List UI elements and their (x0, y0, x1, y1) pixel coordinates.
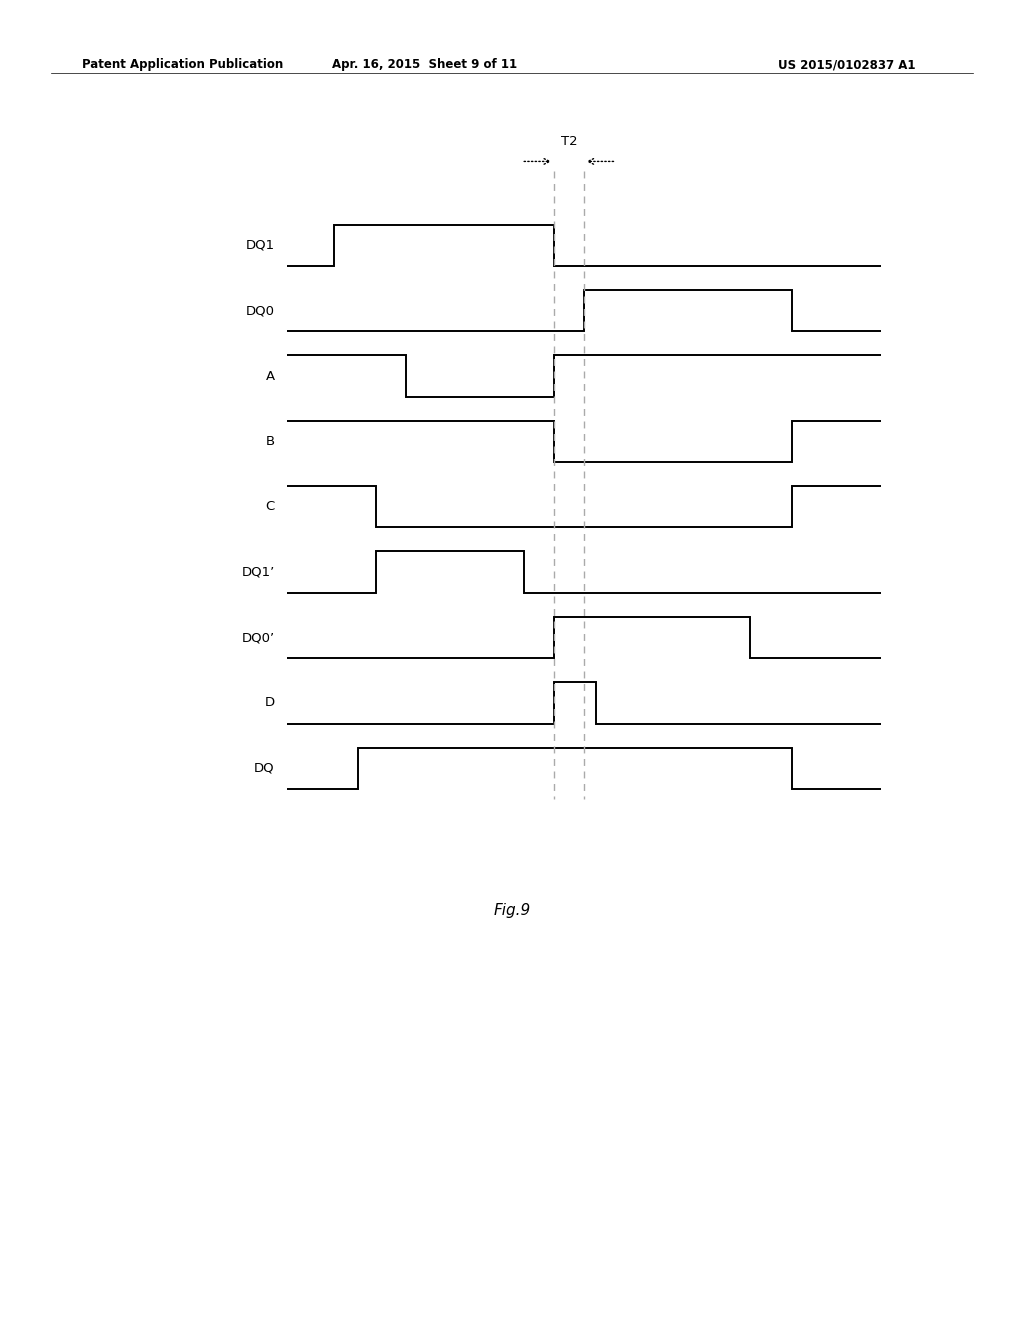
Text: Apr. 16, 2015  Sheet 9 of 11: Apr. 16, 2015 Sheet 9 of 11 (333, 58, 517, 71)
Text: A: A (265, 370, 274, 383)
Text: T2: T2 (560, 136, 578, 148)
Text: Fig.9: Fig.9 (494, 903, 530, 919)
Text: US 2015/0102837 A1: US 2015/0102837 A1 (778, 58, 915, 71)
Text: DQ1’: DQ1’ (242, 566, 274, 578)
Text: DQ0: DQ0 (246, 304, 274, 317)
Text: B: B (265, 434, 274, 447)
Text: DQ: DQ (254, 762, 274, 775)
Text: DQ0’: DQ0’ (242, 631, 274, 644)
Text: C: C (265, 500, 274, 513)
Text: DQ1: DQ1 (246, 239, 274, 252)
Text: Patent Application Publication: Patent Application Publication (82, 58, 284, 71)
Text: D: D (265, 697, 274, 709)
